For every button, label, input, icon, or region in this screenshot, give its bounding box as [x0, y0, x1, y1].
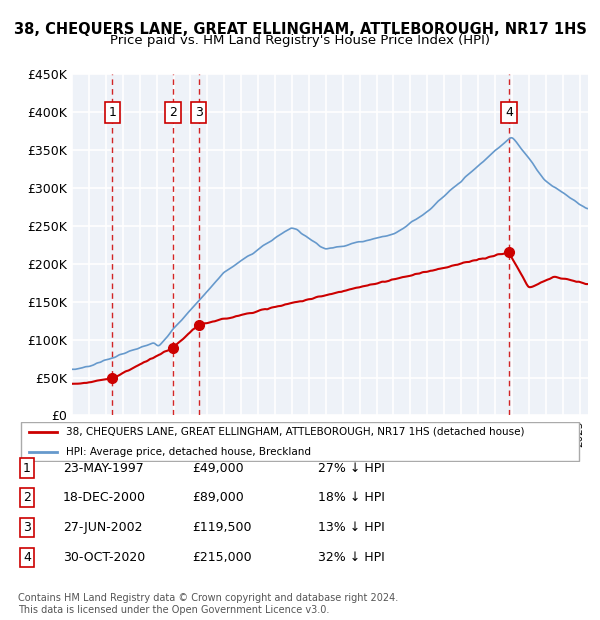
Text: 23-MAY-1997: 23-MAY-1997 — [63, 462, 144, 474]
Text: HPI: Average price, detached house, Breckland: HPI: Average price, detached house, Brec… — [66, 447, 311, 457]
Text: 27% ↓ HPI: 27% ↓ HPI — [318, 462, 385, 474]
Text: Price paid vs. HM Land Registry's House Price Index (HPI): Price paid vs. HM Land Registry's House … — [110, 34, 490, 47]
Text: 4: 4 — [505, 106, 513, 119]
Text: 3: 3 — [195, 106, 203, 119]
Text: 38, CHEQUERS LANE, GREAT ELLINGHAM, ATTLEBOROUGH, NR17 1HS: 38, CHEQUERS LANE, GREAT ELLINGHAM, ATTL… — [14, 22, 586, 37]
Text: 4: 4 — [23, 551, 31, 564]
Text: 1: 1 — [23, 462, 31, 474]
Text: £119,500: £119,500 — [192, 521, 251, 534]
Text: 1: 1 — [109, 106, 116, 119]
Text: Contains HM Land Registry data © Crown copyright and database right 2024.
This d: Contains HM Land Registry data © Crown c… — [18, 593, 398, 615]
Text: 18% ↓ HPI: 18% ↓ HPI — [318, 492, 385, 504]
Text: 2: 2 — [23, 492, 31, 504]
Text: 38, CHEQUERS LANE, GREAT ELLINGHAM, ATTLEBOROUGH, NR17 1HS (detached house): 38, CHEQUERS LANE, GREAT ELLINGHAM, ATTL… — [66, 427, 524, 436]
Text: £89,000: £89,000 — [192, 492, 244, 504]
FancyBboxPatch shape — [21, 422, 579, 461]
Text: £215,000: £215,000 — [192, 551, 251, 564]
Text: 30-OCT-2020: 30-OCT-2020 — [63, 551, 145, 564]
Text: £49,000: £49,000 — [192, 462, 244, 474]
Text: 13% ↓ HPI: 13% ↓ HPI — [318, 521, 385, 534]
Text: 3: 3 — [23, 521, 31, 534]
Text: 27-JUN-2002: 27-JUN-2002 — [63, 521, 143, 534]
Text: 2: 2 — [169, 106, 177, 119]
Text: 32% ↓ HPI: 32% ↓ HPI — [318, 551, 385, 564]
Text: 18-DEC-2000: 18-DEC-2000 — [63, 492, 146, 504]
